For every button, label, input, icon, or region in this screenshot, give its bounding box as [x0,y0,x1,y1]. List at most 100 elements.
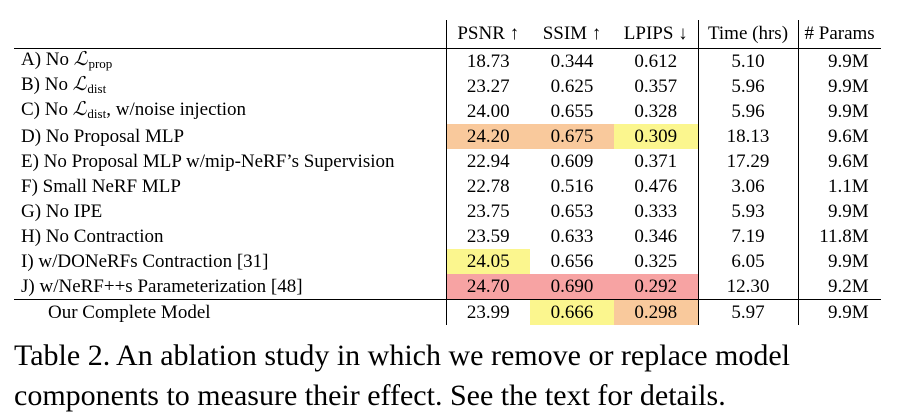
cell-psnr: 23.99 [445,299,530,325]
cell-time: 5.96 [697,74,798,99]
cell-time: 5.96 [697,99,798,124]
cell-psnr: 22.78 [445,174,530,199]
table-row: Our Complete Model 23.99 0.666 0.298 5.97 9.9… [14,299,881,325]
row-label: E) No Proposal MLP w/mip-NeRF’s Supervis… [14,149,446,174]
cell-lpips: 0.328 [634,100,678,122]
table-row: I) w/DONeRFs Contraction [31] 24.05 0.656 0… [14,249,881,274]
cell-time: 3.06 [697,174,798,199]
cell-params: 9.9M [797,249,881,274]
cell-ssim: 0.690 [530,274,614,300]
table-body: A) No ℒprop 18.73 0.344 0.612 5.10 9.9M B) No … [14,48,881,325]
row-label-text: F) Small NeRF MLP [21,175,181,197]
table-row: C) No ℒdist, w/noise injection 24.00 0.655… [14,99,881,124]
cell-psnr: 23.27 [445,74,530,99]
table-row: E) No Proposal MLP w/mip-NeRF’s Supervis… [14,149,881,174]
table-row: A) No ℒprop 18.73 0.344 0.612 5.10 9.9M [14,48,881,75]
loss-symbol: ℒ [72,73,87,95]
cell-params: 11.8M [797,224,881,249]
row-label: F) Small NeRF MLP [14,174,446,199]
cell-ssim: 0.666 [530,299,614,325]
row-label-text: H) No Contraction [21,225,164,247]
row-label-text: G) No IPE [21,200,103,222]
header-psnr: PSNR ↑ [445,20,530,49]
row-label-text: J) w/NeRF++s Parameterization [48] [21,275,303,297]
cell-time: 5.10 [697,48,798,74]
loss-subscript: dist [87,80,107,96]
cell-lpips: 0.476 [634,175,678,197]
cell-time: 17.29 [697,149,798,174]
loss-subscript: prop [88,55,113,71]
cell-params: 9.9M [797,199,881,224]
row-label: J) w/NeRF++s Parameterization [48] [14,274,446,300]
cell-ssim: 0.675 [530,124,614,149]
row-label: G) No IPE [14,199,446,224]
cell-params: 9.9M [797,99,881,124]
cell-ssim: 0.656 [550,250,594,272]
cell-time: 5.97 [697,299,798,325]
cell-lpips: 0.325 [634,250,678,272]
header-row: PSNR ↑ SSIM ↑ LPIPS ↓ Time (hrs) # Param… [14,20,881,49]
cell-lpips: 0.333 [634,200,678,222]
cell-lpips: 0.371 [634,150,678,172]
loss-symbol: ℒ [73,48,88,70]
cell-time: 6.05 [697,249,798,274]
header-params: # Params [797,20,881,49]
cell-psnr: 24.70 [445,274,530,300]
row-label-text: Our Complete Model [48,301,211,323]
cell-time: 12.30 [697,274,798,300]
ablation-table: PSNR ↑ SSIM ↑ LPIPS ↓ Time (hrs) # Param… [14,20,881,325]
row-label-text: I) w/DONeRFs Contraction [31] [21,250,269,272]
cell-params: 9.6M [797,124,881,149]
header-label [14,20,446,49]
row-label: H) No Contraction [14,224,446,249]
cell-params: 9.6M [797,149,881,174]
cell-time: 18.13 [697,124,798,149]
cell-psnr: 23.75 [445,199,530,224]
cell-params: 9.9M [797,299,881,325]
cell-ssim: 0.633 [550,225,594,247]
cell-ssim: 0.653 [550,200,594,222]
cell-lpips: 0.612 [634,50,678,72]
row-label-text: D) No Proposal MLP [21,125,185,147]
cell-lpips: 0.298 [614,299,698,325]
table-row: J) w/NeRF++s Parameterization [48] 24.70 0… [14,274,881,300]
cell-ssim: 0.344 [550,50,594,72]
row-label: C) No ℒdist, w/noise injection [14,99,446,124]
row-label: D) No Proposal MLP [14,124,446,149]
cell-psnr: 22.94 [445,149,530,174]
loss-symbol: ℒ [72,98,87,120]
cell-lpips: 0.346 [634,225,678,247]
cell-lpips: 0.357 [634,75,678,97]
table-row: F) Small NeRF MLP 22.78 0.516 0.476 3.06 1.1M [14,174,881,199]
cell-ssim: 0.516 [550,175,594,197]
cell-psnr: 24.00 [445,99,530,124]
row-label: B) No ℒdist [14,74,446,99]
cell-ssim: 0.609 [550,150,594,172]
cell-lpips: 0.309 [614,124,698,149]
cell-ssim: 0.625 [550,75,594,97]
row-label: I) w/DONeRFs Contraction [31] [14,249,446,274]
cell-params: 9.9M [797,48,881,74]
table-row: D) No Proposal MLP 24.20 0.675 0.309 18.13 9.… [14,124,881,149]
cell-psnr: 23.59 [445,224,530,249]
cell-params: 9.2M [797,274,881,300]
cell-time: 5.93 [697,199,798,224]
cell-psnr: 24.20 [445,124,530,149]
header-lpips: LPIPS ↓ [614,20,698,49]
header-ssim: SSIM ↑ [530,20,614,49]
cell-psnr: 24.05 [445,249,530,274]
table-row: B) No ℒdist 23.27 0.625 0.357 5.96 9.9M [14,74,881,99]
cell-psnr: 18.73 [445,48,530,74]
row-label: A) No ℒprop [14,49,446,75]
cell-ssim: 0.655 [550,100,594,122]
cell-params: 1.1M [797,174,881,199]
cell-time: 7.19 [697,224,798,249]
row-label-text: C) No [21,98,73,120]
row-label-suffix: , w/noise injection [106,98,247,120]
loss-subscript: dist [87,105,107,121]
table-row: G) No IPE 23.75 0.653 0.333 5.93 9.9M [14,199,881,224]
cell-params: 9.9M [797,74,881,99]
header-time: Time (hrs) [697,20,798,49]
row-label-text: E) No Proposal MLP w/mip-NeRF’s Supervis… [21,150,395,172]
row-label: Our Complete Model [14,299,446,325]
